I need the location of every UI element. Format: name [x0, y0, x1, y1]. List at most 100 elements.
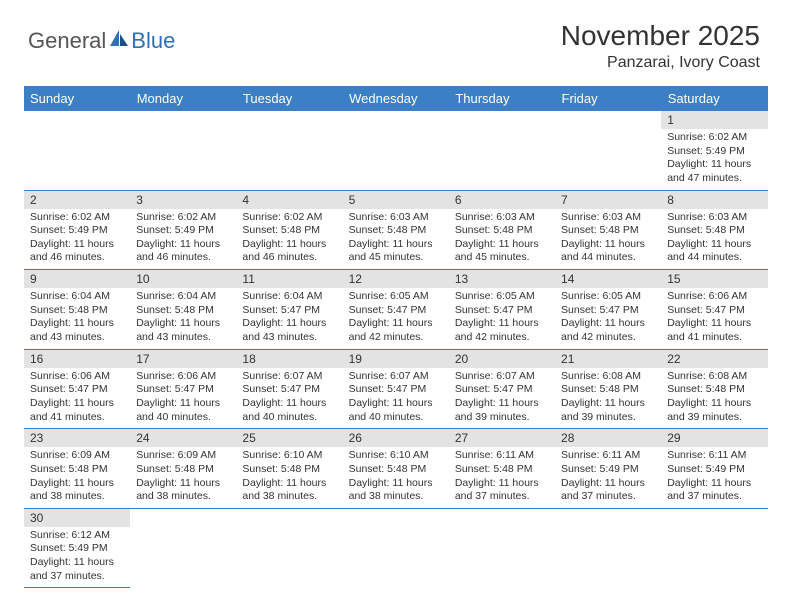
daylight-text-1: Daylight: 11 hours	[455, 317, 549, 331]
daylight-text-1: Daylight: 11 hours	[242, 397, 336, 411]
calendar-week-row: 1Sunrise: 6:02 AMSunset: 5:49 PMDaylight…	[24, 111, 768, 190]
daylight-text-2: and 38 minutes.	[349, 490, 443, 504]
sunrise-text: Sunrise: 6:03 AM	[561, 211, 655, 225]
sail-icon	[108, 28, 130, 54]
day-number: 7	[555, 191, 661, 209]
sunrise-text: Sunrise: 6:11 AM	[667, 449, 761, 463]
day-number: 15	[661, 270, 767, 288]
day-content: Sunrise: 6:09 AMSunset: 5:48 PMDaylight:…	[130, 447, 236, 508]
daylight-text-1: Daylight: 11 hours	[136, 317, 230, 331]
daylight-text-1: Daylight: 11 hours	[667, 238, 761, 252]
sunrise-text: Sunrise: 6:10 AM	[242, 449, 336, 463]
sunset-text: Sunset: 5:48 PM	[30, 304, 124, 318]
day-content: Sunrise: 6:07 AMSunset: 5:47 PMDaylight:…	[236, 368, 342, 429]
day-number: 6	[449, 191, 555, 209]
daylight-text-2: and 38 minutes.	[30, 490, 124, 504]
sunrise-text: Sunrise: 6:09 AM	[30, 449, 124, 463]
sunset-text: Sunset: 5:48 PM	[30, 463, 124, 477]
daylight-text-1: Daylight: 11 hours	[561, 238, 655, 252]
sunset-text: Sunset: 5:47 PM	[455, 383, 549, 397]
day-number: 5	[343, 191, 449, 209]
sunrise-text: Sunrise: 6:04 AM	[136, 290, 230, 304]
calendar-empty-cell	[24, 111, 130, 190]
daylight-text-2: and 42 minutes.	[349, 331, 443, 345]
calendar-week-row: 16Sunrise: 6:06 AMSunset: 5:47 PMDayligh…	[24, 349, 768, 429]
sunset-text: Sunset: 5:48 PM	[455, 224, 549, 238]
calendar-day-cell: 4Sunrise: 6:02 AMSunset: 5:48 PMDaylight…	[236, 190, 342, 270]
daylight-text-2: and 43 minutes.	[136, 331, 230, 345]
day-content: Sunrise: 6:04 AMSunset: 5:48 PMDaylight:…	[130, 288, 236, 349]
logo-text-1: General	[28, 28, 106, 54]
daylight-text-2: and 43 minutes.	[242, 331, 336, 345]
sunrise-text: Sunrise: 6:07 AM	[349, 370, 443, 384]
calendar-week-row: 9Sunrise: 6:04 AMSunset: 5:48 PMDaylight…	[24, 270, 768, 350]
calendar-week-row: 23Sunrise: 6:09 AMSunset: 5:48 PMDayligh…	[24, 429, 768, 509]
sunset-text: Sunset: 5:48 PM	[242, 224, 336, 238]
day-number: 30	[24, 509, 130, 527]
calendar-day-cell: 22Sunrise: 6:08 AMSunset: 5:48 PMDayligh…	[661, 349, 767, 429]
sunrise-text: Sunrise: 6:05 AM	[349, 290, 443, 304]
calendar-day-cell: 16Sunrise: 6:06 AMSunset: 5:47 PMDayligh…	[24, 349, 130, 429]
sunrise-text: Sunrise: 6:06 AM	[667, 290, 761, 304]
calendar-day-cell: 9Sunrise: 6:04 AMSunset: 5:48 PMDaylight…	[24, 270, 130, 350]
daylight-text-1: Daylight: 11 hours	[349, 238, 443, 252]
sunset-text: Sunset: 5:49 PM	[30, 542, 124, 556]
calendar-day-cell: 28Sunrise: 6:11 AMSunset: 5:49 PMDayligh…	[555, 429, 661, 509]
daylight-text-1: Daylight: 11 hours	[349, 397, 443, 411]
day-number: 14	[555, 270, 661, 288]
sunrise-text: Sunrise: 6:03 AM	[667, 211, 761, 225]
sunset-text: Sunset: 5:48 PM	[667, 224, 761, 238]
day-content: Sunrise: 6:02 AMSunset: 5:49 PMDaylight:…	[661, 129, 767, 190]
daylight-text-2: and 38 minutes.	[242, 490, 336, 504]
day-number: 23	[24, 429, 130, 447]
day-content: Sunrise: 6:09 AMSunset: 5:48 PMDaylight:…	[24, 447, 130, 508]
calendar-day-cell: 12Sunrise: 6:05 AMSunset: 5:47 PMDayligh…	[343, 270, 449, 350]
daylight-text-2: and 43 minutes.	[30, 331, 124, 345]
daylight-text-1: Daylight: 11 hours	[455, 397, 549, 411]
day-number: 27	[449, 429, 555, 447]
daylight-text-2: and 40 minutes.	[242, 411, 336, 425]
daylight-text-2: and 44 minutes.	[667, 251, 761, 265]
calendar-day-cell: 25Sunrise: 6:10 AMSunset: 5:48 PMDayligh…	[236, 429, 342, 509]
calendar-day-cell: 14Sunrise: 6:05 AMSunset: 5:47 PMDayligh…	[555, 270, 661, 350]
sunset-text: Sunset: 5:48 PM	[136, 463, 230, 477]
daylight-text-2: and 46 minutes.	[242, 251, 336, 265]
weekday-header: Friday	[555, 86, 661, 111]
sunrise-text: Sunrise: 6:06 AM	[30, 370, 124, 384]
day-number: 24	[130, 429, 236, 447]
sunrise-text: Sunrise: 6:04 AM	[30, 290, 124, 304]
day-content: Sunrise: 6:03 AMSunset: 5:48 PMDaylight:…	[343, 209, 449, 270]
sunrise-text: Sunrise: 6:06 AM	[136, 370, 230, 384]
day-number: 12	[343, 270, 449, 288]
calendar-day-cell: 8Sunrise: 6:03 AMSunset: 5:48 PMDaylight…	[661, 190, 767, 270]
daylight-text-2: and 45 minutes.	[349, 251, 443, 265]
daylight-text-2: and 37 minutes.	[455, 490, 549, 504]
day-content: Sunrise: 6:12 AMSunset: 5:49 PMDaylight:…	[24, 527, 130, 588]
calendar-empty-cell	[130, 508, 236, 588]
day-content: Sunrise: 6:04 AMSunset: 5:47 PMDaylight:…	[236, 288, 342, 349]
day-content: Sunrise: 6:08 AMSunset: 5:48 PMDaylight:…	[661, 368, 767, 429]
daylight-text-2: and 41 minutes.	[30, 411, 124, 425]
daylight-text-2: and 45 minutes.	[455, 251, 549, 265]
weekday-header: Tuesday	[236, 86, 342, 111]
calendar-day-cell: 3Sunrise: 6:02 AMSunset: 5:49 PMDaylight…	[130, 190, 236, 270]
sunrise-text: Sunrise: 6:05 AM	[455, 290, 549, 304]
day-content: Sunrise: 6:03 AMSunset: 5:48 PMDaylight:…	[661, 209, 767, 270]
calendar-day-cell: 13Sunrise: 6:05 AMSunset: 5:47 PMDayligh…	[449, 270, 555, 350]
daylight-text-1: Daylight: 11 hours	[242, 477, 336, 491]
day-number: 17	[130, 350, 236, 368]
day-content: Sunrise: 6:04 AMSunset: 5:48 PMDaylight:…	[24, 288, 130, 349]
daylight-text-2: and 37 minutes.	[667, 490, 761, 504]
calendar-day-cell: 29Sunrise: 6:11 AMSunset: 5:49 PMDayligh…	[661, 429, 767, 509]
day-content: Sunrise: 6:07 AMSunset: 5:47 PMDaylight:…	[449, 368, 555, 429]
calendar-empty-cell	[343, 111, 449, 190]
sunrise-text: Sunrise: 6:07 AM	[242, 370, 336, 384]
sunrise-text: Sunrise: 6:07 AM	[455, 370, 549, 384]
sunset-text: Sunset: 5:48 PM	[349, 463, 443, 477]
calendar-day-cell: 17Sunrise: 6:06 AMSunset: 5:47 PMDayligh…	[130, 349, 236, 429]
sunset-text: Sunset: 5:47 PM	[349, 383, 443, 397]
day-number: 9	[24, 270, 130, 288]
daylight-text-2: and 40 minutes.	[349, 411, 443, 425]
daylight-text-1: Daylight: 11 hours	[455, 238, 549, 252]
daylight-text-2: and 38 minutes.	[136, 490, 230, 504]
